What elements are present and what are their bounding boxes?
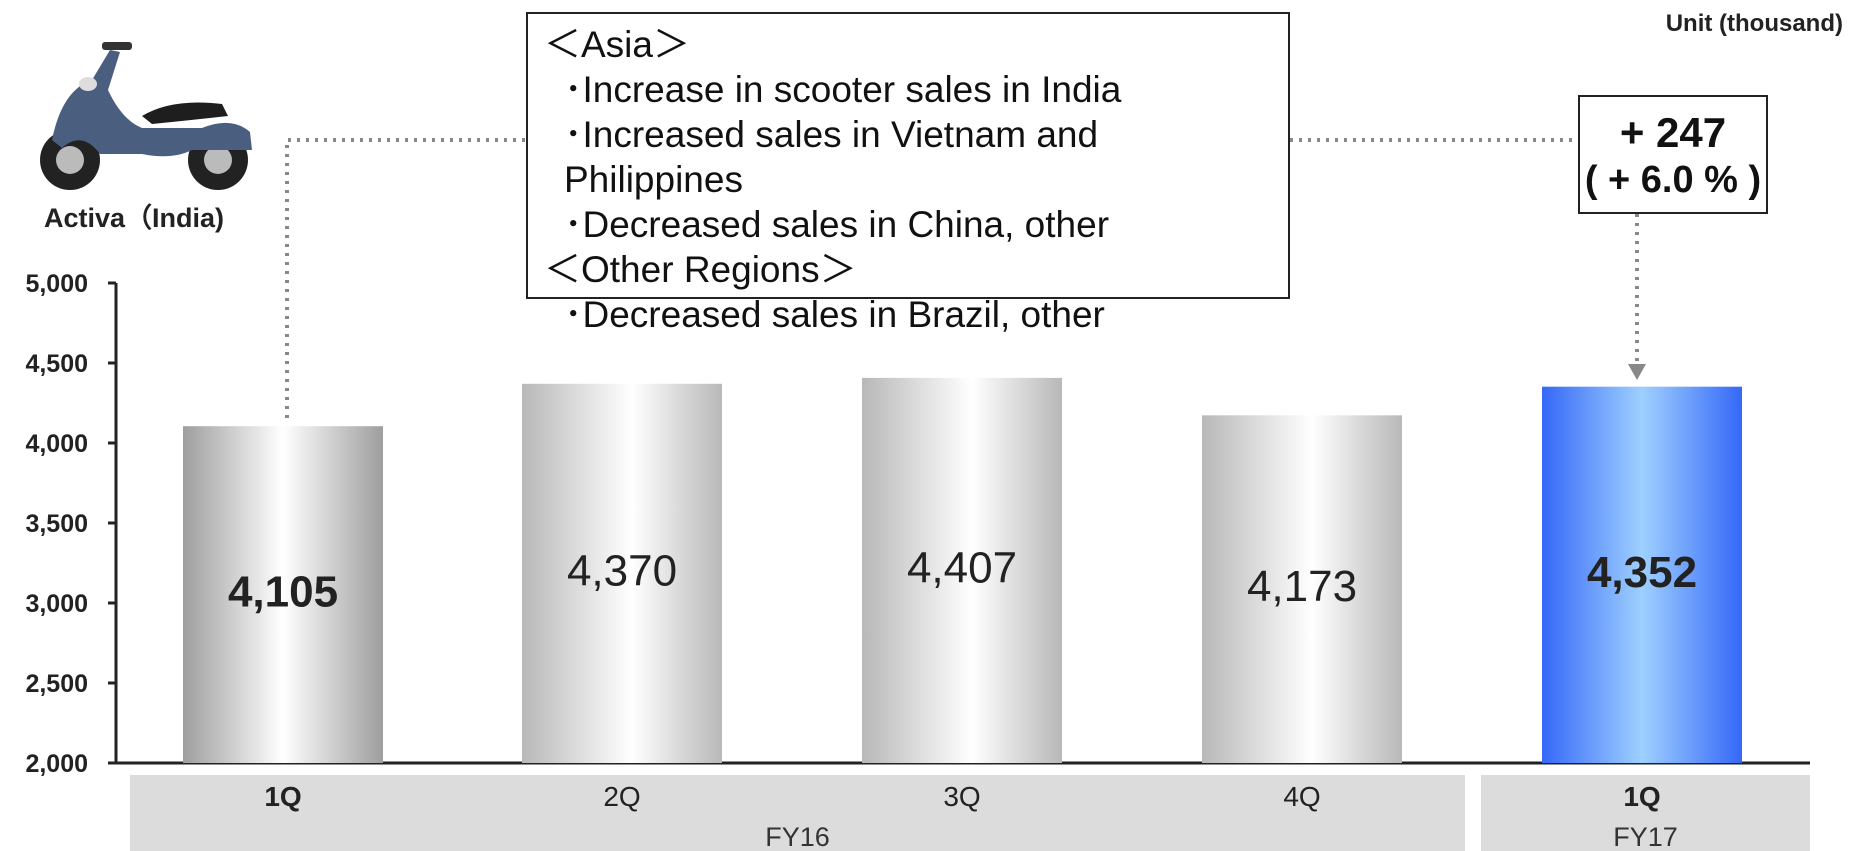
note-item: ･Decreased sales in Brazil, other bbox=[564, 294, 1105, 335]
y-tick-label: 3,500 bbox=[25, 510, 88, 538]
change-amount: + 247 bbox=[1619, 109, 1727, 156]
bar bbox=[522, 383, 722, 763]
scooter-icon bbox=[22, 20, 262, 200]
note-item: ･Increased sales in Vietnam and Philippi… bbox=[564, 114, 1099, 200]
connector-lines bbox=[285, 138, 1646, 418]
notes-header-asia: ＜Asia＞ bbox=[544, 24, 690, 65]
y-tick-label: 3,000 bbox=[25, 590, 88, 618]
x-axis-panels: FY16 1Q 2Q 3Q 4Q FY17 1Q bbox=[130, 775, 1810, 851]
x-tick-label: 3Q bbox=[943, 781, 980, 812]
group-label: FY17 bbox=[1613, 822, 1678, 851]
note-item: ･Increase in scooter sales in India bbox=[564, 69, 1122, 110]
x-tick-label: 4Q bbox=[1283, 781, 1320, 812]
photo-caption: Activa（India) bbox=[44, 203, 225, 233]
change-callout: + 247 ( + 6.0 % ) bbox=[1578, 95, 1768, 214]
bar-value-label: 4,370 bbox=[567, 546, 677, 595]
connector-left bbox=[285, 138, 526, 418]
x-tick-label: 1Q bbox=[264, 781, 301, 812]
y-tick-label: 2,000 bbox=[25, 750, 88, 778]
x-tick-label: 1Q bbox=[1623, 781, 1660, 812]
x-tick-label: 2Q bbox=[603, 781, 640, 812]
bar bbox=[862, 377, 1062, 763]
y-tick-label: 2,500 bbox=[25, 670, 88, 698]
bar-value-label: 4,105 bbox=[228, 568, 338, 617]
category-panel bbox=[130, 775, 1465, 851]
y-tick-label: 4,500 bbox=[25, 350, 88, 378]
bar bbox=[1542, 386, 1742, 763]
note-item: ･Decreased sales in China, other bbox=[564, 204, 1110, 245]
notes-box: ＜Asia＞ ･Increase in scooter sales in Ind… bbox=[526, 12, 1290, 335]
unit-label: Unit (thousand) bbox=[1665, 10, 1843, 37]
arrow-head-icon bbox=[1628, 364, 1646, 380]
bars: 4,105 4,370 4,407 4,173 4,352 bbox=[183, 377, 1742, 763]
group-label: FY16 bbox=[765, 822, 830, 851]
bar-value-label: 4,352 bbox=[1587, 548, 1697, 597]
category-panel bbox=[1481, 775, 1810, 851]
notes-header-other-regions: ＜Other Regions＞ bbox=[544, 249, 857, 290]
y-tick-label: 5,000 bbox=[25, 270, 88, 298]
bar-value-label: 4,407 bbox=[907, 543, 1017, 592]
change-percent: ( + 6.0 % ) bbox=[1584, 159, 1762, 201]
bar bbox=[183, 426, 383, 763]
y-tick-label: 4,000 bbox=[25, 430, 88, 458]
bar-value-label: 4,173 bbox=[1247, 562, 1357, 611]
bar bbox=[1202, 415, 1402, 763]
